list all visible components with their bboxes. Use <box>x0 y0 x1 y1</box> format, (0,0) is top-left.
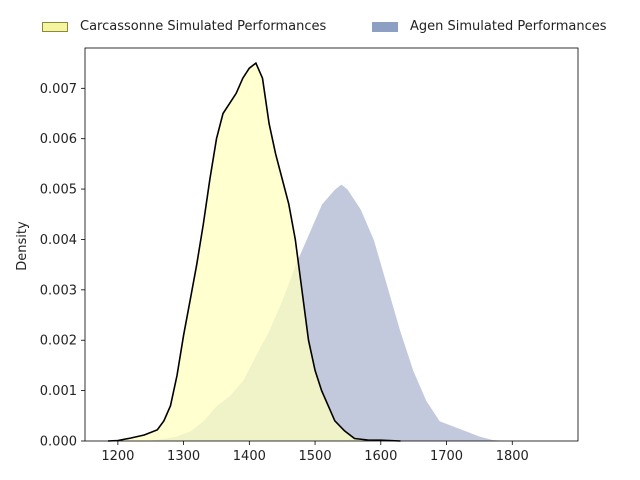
x-tick-label: 1700 <box>430 449 463 464</box>
x-tick-label: 1200 <box>101 449 134 464</box>
y-tick-label: 0.007 <box>40 82 77 97</box>
x-tick-label: 1300 <box>167 449 200 464</box>
x-tick-label: 1400 <box>233 449 266 464</box>
legend-label-carcassonne: Carcassonne Simulated Performances <box>80 19 327 34</box>
density-area-carcassonne <box>108 63 401 441</box>
y-tick-label: 0.001 <box>40 384 77 399</box>
y-tick-label: 0.004 <box>40 233 77 248</box>
legend-swatch-carcassonne <box>42 21 68 32</box>
y-tick-label: 0.005 <box>40 183 77 198</box>
axes: 1200 1300 1400 1500 1600 1700 1800 0.000 0.001 0.… <box>40 47 579 464</box>
x-tick-label: 1500 <box>299 449 332 464</box>
y-tick-label: 0.000 <box>40 435 77 450</box>
y-tick-label: 0.003 <box>40 283 77 298</box>
y-tick-label: 0.002 <box>40 334 77 349</box>
density-line-carcassonne <box>107 61 401 442</box>
x-tick-label: 1600 <box>364 449 397 464</box>
x-tick-label: 1800 <box>496 449 529 464</box>
legend-item-carcassonne: Carcassonne Simulated Performances <box>42 19 326 34</box>
y-axis-label: Density <box>15 221 30 271</box>
plot-area <box>107 61 513 442</box>
legend-label-agen: Agen Simulated Performances <box>410 19 607 34</box>
chart-legend: Carcassonne Simulated Performances Agen … <box>0 14 640 40</box>
legend-swatch-agen <box>372 21 398 32</box>
plot-frame <box>84 47 579 442</box>
legend-item-agen: Agen Simulated Performances <box>372 19 607 34</box>
y-tick-label: 0.006 <box>40 132 77 147</box>
density-area-agen <box>121 184 513 441</box>
